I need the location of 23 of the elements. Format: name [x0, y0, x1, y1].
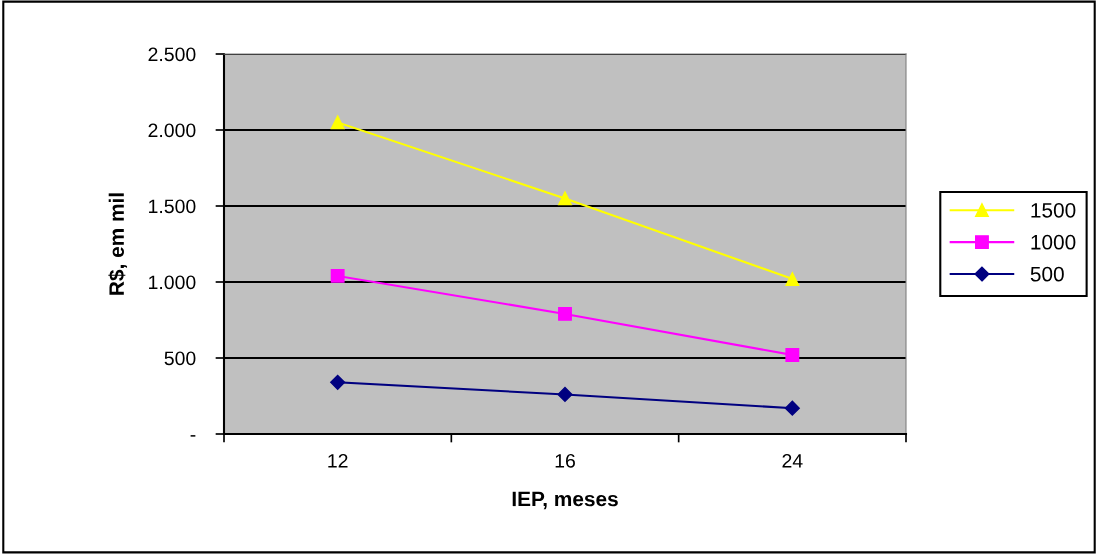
x-tick-label: 24 — [782, 453, 803, 468]
y-tick-label: 500 — [164, 351, 196, 366]
y-tick-label: - — [190, 435, 196, 437]
legend-label: 1000 — [1031, 234, 1076, 250]
legend-label: 1500 — [1031, 202, 1076, 218]
point — [330, 268, 345, 283]
y-tick-label: 1.000 — [149, 275, 196, 290]
y-axis-title: R$, em mil — [108, 193, 128, 295]
legend-label: 500 — [1030, 266, 1064, 282]
y-tick-label: 2.000 — [148, 123, 196, 138]
y-tick-label: 1.500 — [149, 199, 196, 214]
point — [785, 272, 800, 286]
point — [785, 348, 800, 362]
point — [330, 374, 346, 390]
point — [330, 115, 345, 130]
point — [558, 306, 572, 321]
x-tick-label: 16 — [555, 453, 575, 468]
x-axis-title: IEP, meses — [512, 491, 618, 510]
point — [557, 386, 573, 403]
x-tick-label: 12 — [328, 453, 348, 468]
y-tick-label: 2.500 — [148, 47, 196, 62]
point — [558, 191, 572, 206]
point — [784, 400, 800, 416]
